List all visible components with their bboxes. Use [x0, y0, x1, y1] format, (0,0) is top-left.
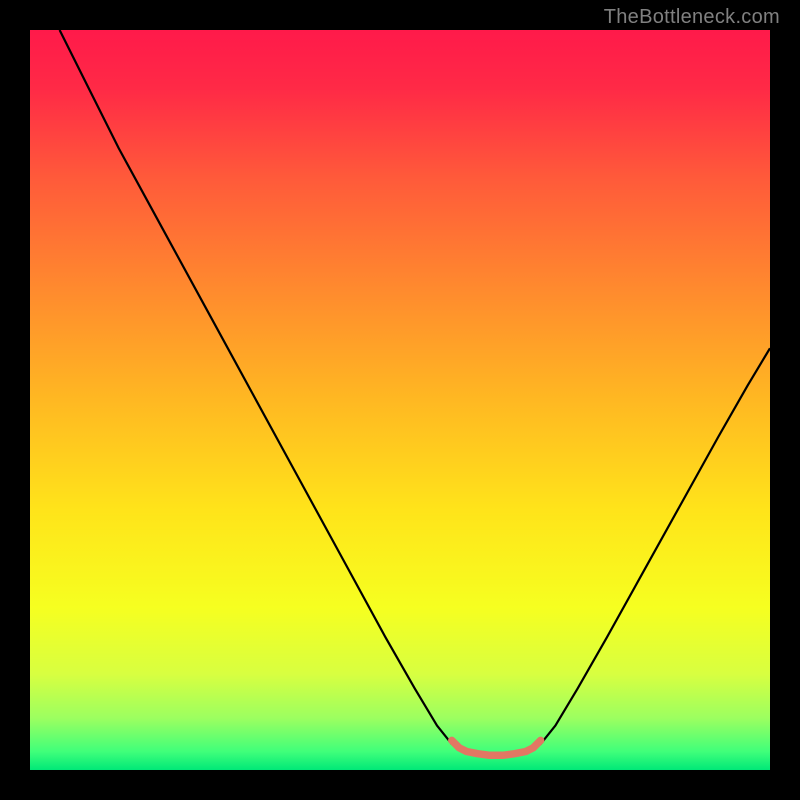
chart-background-gradient	[30, 30, 770, 770]
watermark-text: TheBottleneck.com	[604, 6, 780, 29]
bottleneck-curve-chart	[30, 30, 770, 770]
chart-container	[30, 30, 770, 770]
